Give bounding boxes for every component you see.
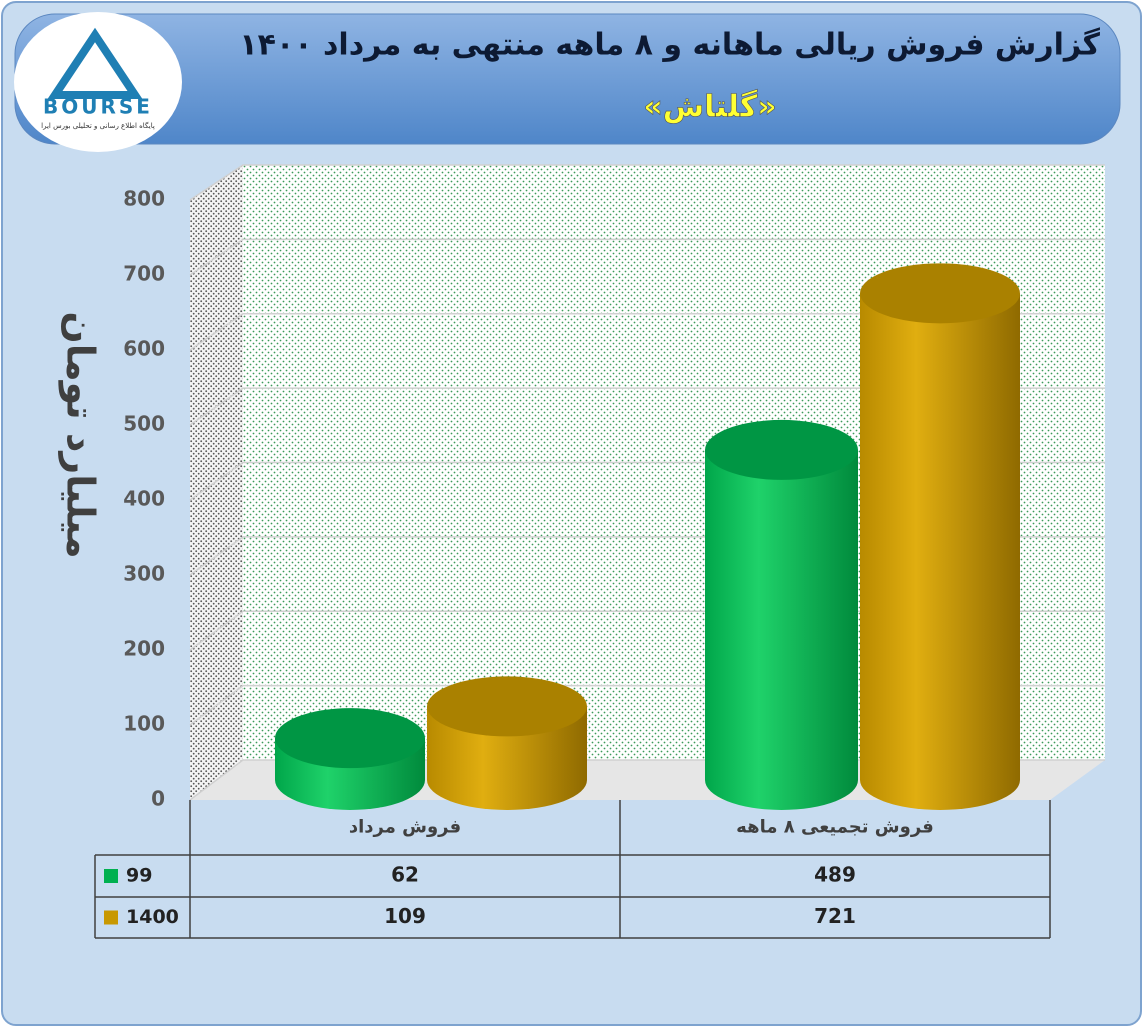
- cylinder-top: [427, 676, 587, 737]
- data-label: 109: [384, 904, 426, 928]
- y-tick-label: 500: [123, 412, 165, 436]
- cylinder-body: [860, 293, 1020, 810]
- logo-name: BOURSE: [43, 95, 153, 119]
- legend-label: 99: [126, 865, 152, 887]
- category-label: فروش تجمیعی ۸ ماهه: [736, 817, 934, 838]
- data-label: 721: [814, 904, 856, 928]
- grid-line: [189, 164, 1105, 201]
- y-tick-label: 800: [123, 187, 165, 211]
- y-axis-label: میلیارد تومان: [59, 311, 103, 558]
- cylinder: [860, 263, 1020, 810]
- y-tick-label: 700: [123, 262, 165, 286]
- cylinder: [275, 708, 425, 810]
- logo-mark: [47, 27, 143, 99]
- plot: [189, 164, 1105, 811]
- cylinder: [427, 676, 587, 810]
- cylinder-top: [705, 419, 858, 480]
- grid-line: [189, 238, 1105, 276]
- y-tick-label: 400: [123, 487, 165, 511]
- logo-tagline: پایگاه اطلاع رسانی و تحلیلی بورس ایرا: [41, 121, 155, 130]
- chart-title: گزارش فروش ریالی ماهانه و ۸ ماهه منتهی ب…: [239, 27, 1100, 63]
- legend-label: 1400: [126, 906, 179, 928]
- cylinder-top: [275, 708, 425, 769]
- side-wall: [190, 165, 243, 800]
- legend-swatch: [104, 910, 118, 925]
- logo-oval: [14, 12, 182, 152]
- y-tick-label: 100: [123, 712, 165, 736]
- data-label: 489: [814, 863, 856, 887]
- grid-line: [189, 313, 1105, 351]
- chart-subtitle: «گلتاش»: [643, 89, 776, 125]
- cylinder: [705, 419, 858, 811]
- cylinder-body: [705, 449, 858, 811]
- grid-line: [189, 387, 1105, 426]
- category-label: فروش مرداد: [349, 817, 461, 838]
- data-label: 62: [391, 863, 419, 887]
- y-tick-label: 0: [151, 787, 165, 811]
- legend-swatch: [104, 869, 118, 883]
- cylinder-top: [860, 263, 1020, 324]
- y-tick-label: 300: [123, 562, 165, 586]
- data-table: فروش مرداد فروش تجمیعی ۸ ماهه 99 62 489 1400 1…: [94, 800, 1051, 939]
- y-tick-label: 200: [123, 637, 165, 661]
- y-tick-label: 600: [123, 337, 165, 361]
